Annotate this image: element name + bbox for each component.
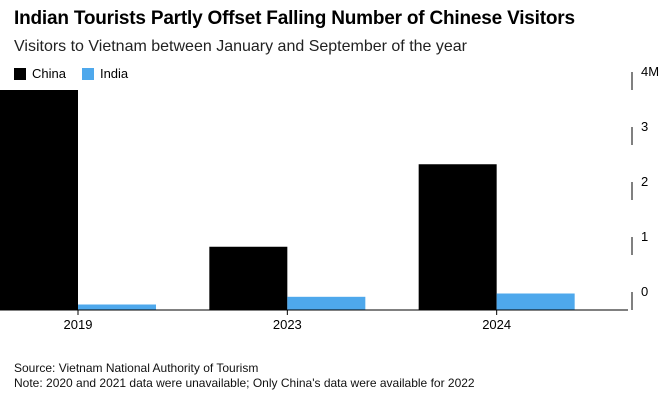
y-tick-label-0: 0 [641,284,648,299]
y-tick-label-1: 1 [641,229,648,244]
y-tick-label-4: 4M [641,64,659,79]
source-note: Source: Vietnam National Authority of To… [14,361,259,375]
chart-title: Indian Tourists Partly Offset Falling Nu… [14,8,575,29]
bar-china-2024 [418,164,497,310]
legend-label-china: China [32,66,66,81]
chart-subtitle: Visitors to Vietnam between January and … [14,38,468,55]
bar-china-2023 [209,246,288,310]
x-tick-label-2024: 2024 [482,317,511,332]
legend-item-india: India [81,66,129,81]
data-note: Note: 2020 and 2021 data were unavailabl… [14,376,475,390]
legend-swatch-india [81,67,94,80]
bar-india-2019 [78,304,156,310]
bar-india-2024 [496,293,575,310]
legend-swatch-china [14,67,26,80]
bar-india-2023 [287,296,366,310]
y-tick-label-3: 3 [641,119,648,134]
y-tick-label-2: 2 [641,174,648,189]
x-tick-label-2023: 2023 [273,317,302,332]
legend-label-india: India [99,66,129,81]
legend: China India [14,66,144,81]
x-tick-label-2019: 2019 [64,317,93,332]
bar-china-2019 [0,90,78,310]
legend-item-china: China [14,66,66,81]
